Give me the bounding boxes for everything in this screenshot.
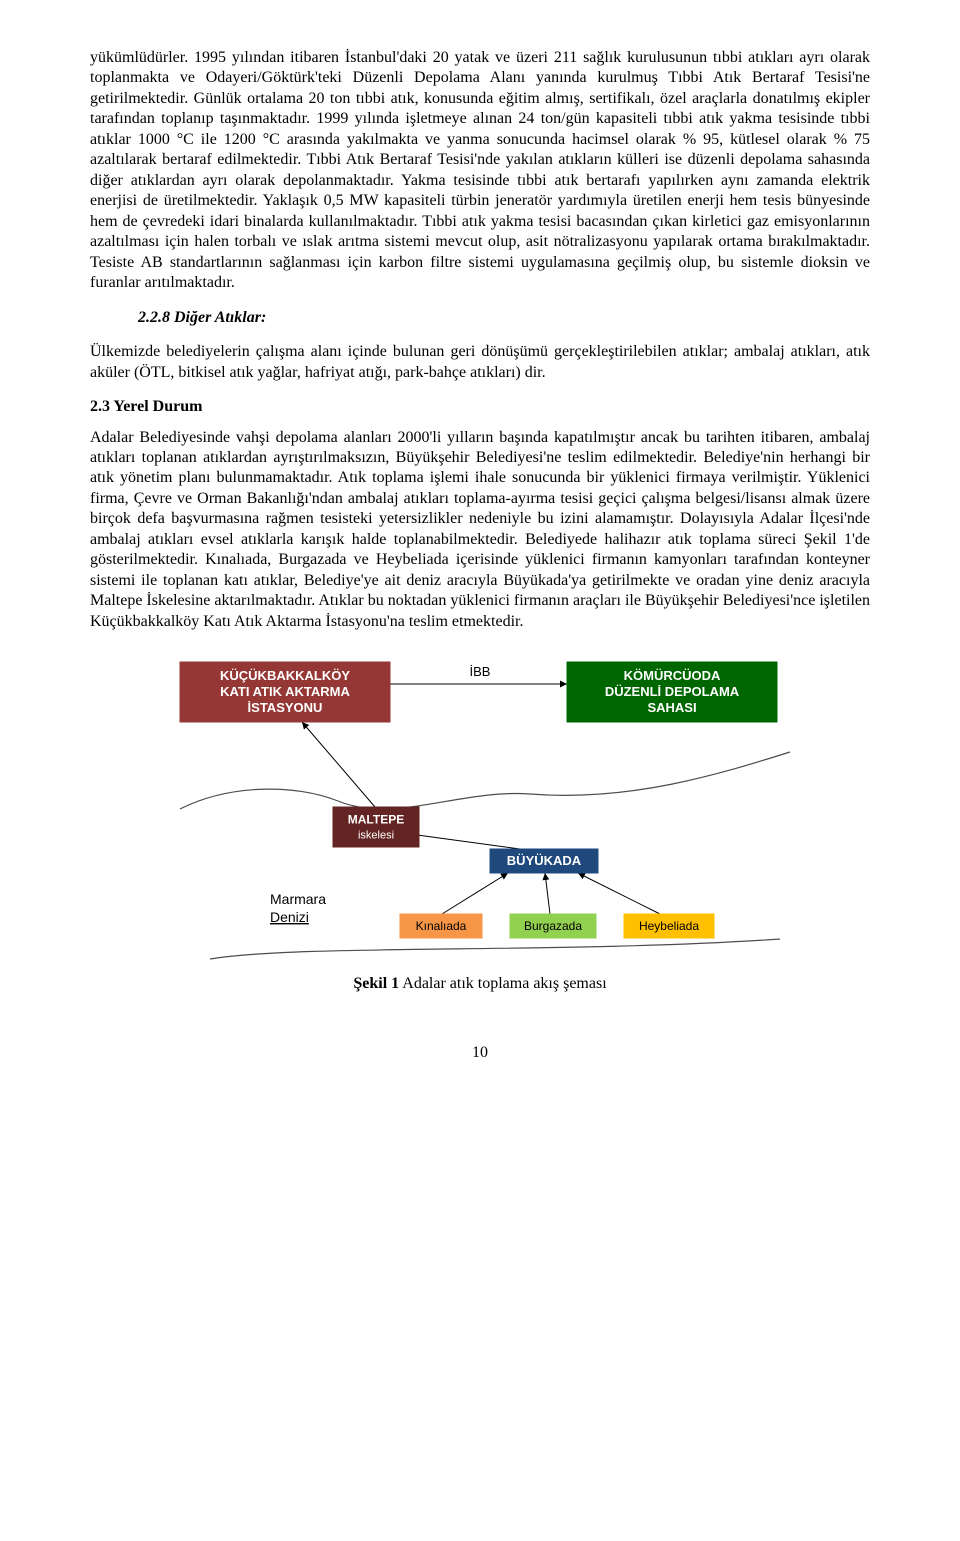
svg-text:SAHASI: SAHASI: [647, 700, 696, 715]
flow-diagram: İBB KÜÇÜKBAKKALKÖYKATI ATIK AKTARMAİSTASY…: [160, 654, 800, 964]
flow-diagram-container: İBB KÜÇÜKBAKKALKÖYKATI ATIK AKTARMAİSTASY…: [90, 654, 870, 964]
svg-text:Denizi: Denizi: [270, 909, 309, 925]
svg-text:BÜYÜKADA: BÜYÜKADA: [507, 853, 582, 868]
svg-text:KÜÇÜKBAKKALKÖY: KÜÇÜKBAKKALKÖY: [220, 668, 350, 683]
svg-text:DÜZENLİ DEPOLAMA: DÜZENLİ DEPOLAMA: [605, 684, 740, 699]
page-number: 10: [90, 1043, 870, 1063]
figure-caption-text: Adalar atık toplama akış şeması: [399, 975, 607, 992]
paragraph-body-3: Adalar Belediyesinde vahşi depolama alan…: [90, 428, 870, 633]
svg-text:İSTASYONU: İSTASYONU: [248, 700, 323, 715]
heading-2-2-8: 2.2.8 Diğer Atıklar:: [138, 308, 870, 328]
svg-text:Marmara: Marmara: [270, 891, 326, 907]
svg-text:iskelesi: iskelesi: [358, 830, 394, 842]
figure-caption-number: Şekil 1: [353, 975, 399, 992]
svg-text:İBB: İBB: [470, 664, 491, 679]
svg-text:KÖMÜRCÜODA: KÖMÜRCÜODA: [624, 668, 721, 683]
svg-text:Kınalıada: Kınalıada: [416, 919, 467, 933]
paragraph-body-2: Ülkemizde belediyelerin çalışma alanı iç…: [90, 342, 870, 383]
heading-2-3: 2.3 Yerel Durum: [90, 397, 870, 417]
svg-text:MALTEPE: MALTEPE: [348, 813, 404, 827]
paragraph-body-1: yükümlüdürler. 1995 yılından itibaren İs…: [90, 48, 870, 294]
svg-text:KATI ATIK AKTARMA: KATI ATIK AKTARMA: [220, 684, 350, 699]
figure-caption: Şekil 1 Adalar atık toplama akış şeması: [90, 974, 870, 994]
svg-text:Heybeliada: Heybeliada: [639, 919, 699, 933]
svg-text:Burgazada: Burgazada: [524, 919, 582, 933]
